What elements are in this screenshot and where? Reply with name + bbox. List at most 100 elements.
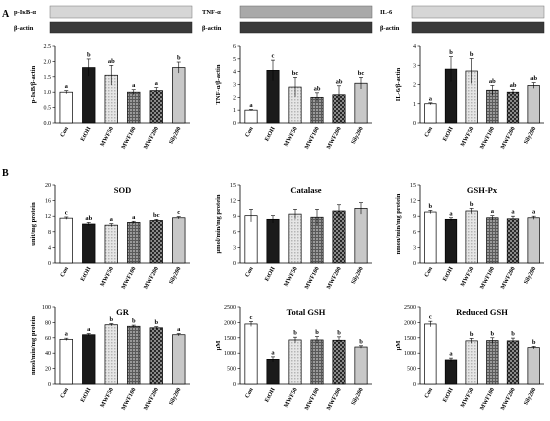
y-tick-label: 0 xyxy=(48,382,51,388)
bar-mwf100 xyxy=(486,89,499,124)
significance-label: b xyxy=(429,203,433,210)
category-label: Sily200 xyxy=(351,266,365,285)
bar-mwf100 xyxy=(310,339,324,385)
y-tick-label: 500 xyxy=(407,367,416,373)
significance-label: b xyxy=(359,338,363,345)
western-blot-pikba: p-IκB-α β-actin xyxy=(14,5,193,34)
y-tick-label: 3 xyxy=(413,63,416,69)
significance-label: c xyxy=(65,209,68,216)
significance-label: c xyxy=(250,314,253,321)
y-tick-label: 12 xyxy=(410,199,416,205)
blot-image-protein xyxy=(239,5,373,19)
bar-etoh xyxy=(266,218,280,264)
significance-label: ab xyxy=(336,78,343,85)
y-tick-label: 6 xyxy=(233,44,236,50)
y-tick-label: 40 xyxy=(45,351,51,357)
bar-etoh xyxy=(82,223,96,264)
significance-label: b xyxy=(337,329,341,336)
significance-label: a xyxy=(429,95,433,102)
y-tick-label: 80 xyxy=(45,320,51,326)
category-label: MWF100 xyxy=(479,266,496,290)
y-axis-label: μM xyxy=(395,341,402,351)
y-tick-label: 8 xyxy=(48,230,51,236)
chart-8: 0 500 1000 1500 2000 2500 μM Reduced GSH c Con a Et… xyxy=(395,305,544,411)
category-label: EtOH xyxy=(80,126,93,143)
category-label: MWF50 xyxy=(283,387,298,409)
chart-title: Catalase xyxy=(290,185,321,195)
significance-label: b xyxy=(449,49,453,56)
category-label: MWF200 xyxy=(143,126,160,150)
category-label: Con xyxy=(60,126,71,139)
bar-con xyxy=(424,323,437,385)
y-tick-label: 2500 xyxy=(224,305,236,311)
chart-3: 0 4 8 12 16 20 unit/mg protein SOD c Con ab EtOH a MW… xyxy=(30,183,190,290)
y-axis-label: nmon/min/mg protein xyxy=(395,193,402,254)
y-axis-label: μM xyxy=(215,341,222,351)
bar-mwf50 xyxy=(465,340,478,385)
chart-4: 0 3 6 9 12 15 μmol/min/mg protein Catalase Con Et… xyxy=(215,183,372,290)
category-label: MWF200 xyxy=(326,126,343,150)
category-label: MWF200 xyxy=(500,126,517,150)
significance-label: a xyxy=(249,102,253,109)
bar-etoh xyxy=(444,359,458,385)
y-axis-label: TNF-α/β-actin xyxy=(215,64,222,104)
y-tick-label: 1500 xyxy=(404,336,416,342)
y-tick-label: 0.5 xyxy=(44,106,52,112)
significance-label: a xyxy=(132,214,136,221)
y-axis-label: p-IκB/β-actin xyxy=(30,65,37,103)
significance-label: b xyxy=(470,201,474,208)
bar-mwf200 xyxy=(149,220,163,264)
significance-label: a xyxy=(271,349,275,356)
y-tick-label: 2 xyxy=(413,83,416,89)
y-tick-label: 2.5 xyxy=(44,44,52,50)
category-label: Con xyxy=(60,266,71,279)
bar-con xyxy=(59,217,73,264)
y-tick-label: 1000 xyxy=(224,351,236,357)
bar-mwf200 xyxy=(506,218,520,264)
category-label: Sily200 xyxy=(351,126,365,145)
category-label: EtOH xyxy=(264,126,277,143)
category-label: MWF100 xyxy=(479,126,496,150)
bar-con xyxy=(244,323,258,385)
bar-sily200 xyxy=(172,217,186,264)
bar-sily200 xyxy=(527,85,540,124)
category-label: EtOH xyxy=(264,266,277,283)
y-tick-label: 12 xyxy=(230,199,236,205)
category-label: MWF50 xyxy=(460,266,475,288)
significance-label: a xyxy=(532,209,536,216)
significance-label: c xyxy=(272,53,275,60)
category-label: MWF100 xyxy=(121,126,138,150)
y-tick-label: 6 xyxy=(413,230,416,236)
category-label: MWF200 xyxy=(500,266,517,290)
y-tick-label: 2 xyxy=(233,95,236,101)
category-label: MWF100 xyxy=(304,126,321,150)
blot-protein-label: TNF-α xyxy=(202,9,221,16)
y-tick-label: 20 xyxy=(45,367,51,373)
y-tick-label: 0 xyxy=(413,121,416,127)
significance-label: a xyxy=(511,209,515,216)
western-blot-tnfa: TNF-α β-actin xyxy=(202,5,373,34)
y-tick-label: 1 xyxy=(233,108,236,114)
significance-label: a xyxy=(449,351,453,358)
significance-label: ab xyxy=(510,82,517,89)
y-tick-label: 0 xyxy=(233,261,236,267)
category-label: Con xyxy=(424,126,435,139)
category-label: EtOH xyxy=(442,387,455,404)
significance-label: a xyxy=(65,331,69,338)
significance-label: b xyxy=(87,51,91,58)
significance-label: a xyxy=(177,326,181,333)
category-label: EtOH xyxy=(80,387,93,404)
panel-label-b: B xyxy=(2,168,9,179)
y-tick-label: 5 xyxy=(233,57,236,63)
category-label: MWF200 xyxy=(326,387,343,411)
bar-sily200 xyxy=(354,208,368,264)
significance-label: ab xyxy=(108,58,115,65)
y-tick-label: 100 xyxy=(42,305,51,311)
significance-label: a xyxy=(491,208,495,215)
y-tick-label: 0 xyxy=(48,261,51,267)
bar-con xyxy=(59,91,73,124)
category-label: Sily200 xyxy=(351,387,365,406)
blot-protein-label: IL-6 xyxy=(380,9,393,16)
bar-mwf50 xyxy=(104,324,118,385)
